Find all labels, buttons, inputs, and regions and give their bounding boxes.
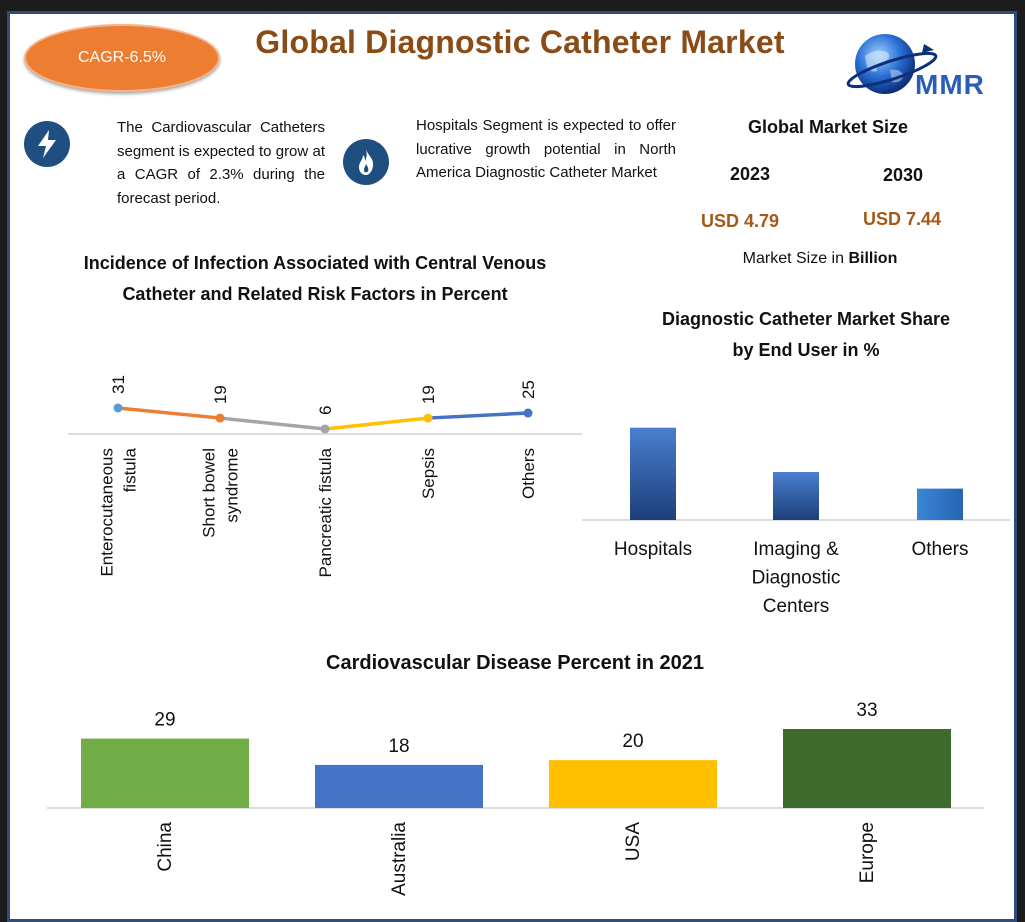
data-label: 19 [211,385,230,404]
unit-bold: Billion [848,250,898,267]
bar [81,738,249,808]
x-tick-label: Hospitals [614,539,692,560]
line-segment [219,416,326,431]
x-tick-label: Australia [389,822,410,896]
chart2-title-line2: by End User in % [732,340,880,360]
chart2-title-line1: Diagnostic Catheter Market Share [661,309,951,329]
mmr-logo [840,30,1000,100]
x-tick-label: USA [623,822,644,861]
globe-icon [846,34,938,94]
x-tick-label: Enterocutaneous [98,448,117,577]
bar [783,729,951,808]
x-tick-label: syndrome [223,448,242,523]
data-label: 25 [519,380,538,399]
x-tick-label: Europe [857,822,878,883]
page-title: Global Diagnostic Catheter Market [255,24,785,60]
data-point [320,424,330,434]
data-label: 31 [109,375,128,394]
x-tick-label: Others [911,539,968,560]
unit-prefix: Market Size in [742,250,845,267]
x-tick-label: Imaging & [753,539,839,560]
x-tick-label: Sepsis [419,448,438,499]
insight-cardiovascular: The Cardiovascular Catheters segment is … [117,119,325,207]
market-value-2023: USD 4.79 [700,211,780,231]
logo-text: MMR [915,69,985,100]
data-label: 19 [419,385,438,404]
lightning-icon [24,121,70,167]
line-segment [324,416,429,431]
infographic-canvas: CAGR-6.5% Global Diagnostic Catheter Mar… [7,11,1017,922]
bar [549,760,717,808]
cagr-badge: CAGR-6.5% [24,24,220,92]
chart3-title: Cardiovascular Disease Percent in 2021 [326,652,704,674]
bar [630,427,676,520]
chart1-title: Incidence of Infection Associated with C… [30,248,600,310]
data-label: 33 [856,700,877,721]
x-tick-label: Short bowel [200,448,219,538]
data-label: 6 [316,405,335,414]
data-point [113,403,123,413]
year-2023: 2023 [729,164,771,184]
bar [773,472,819,520]
bar [917,488,963,520]
infection-line-chart: 31 19 6 19 25 Enterocutaneous fistula Short bow… [68,375,582,577]
data-label: 29 [154,710,175,731]
x-tick-label: Diagnostic [752,568,841,589]
x-tick-label: Centers [763,596,830,614]
line-segment [117,406,221,420]
market-value-2030: USD 7.44 [862,209,942,229]
flame-icon [343,139,389,185]
data-point [523,408,533,418]
end-user-bar-chart: Hospitals Imaging & Diagnostic Centers Other… [582,427,1010,614]
line-segment [427,411,529,420]
x-tick-label: Others [519,448,538,499]
market-size-unit: Market Size in Billion [710,250,930,268]
insight-hospitals: Hospitals Segment is expected to offer l… [416,117,676,181]
chart2-title: Diagnostic Catheter Market Share by End … [606,304,1006,366]
data-point [215,413,225,423]
chart1-title-line1: Incidence of Infection Associated with C… [83,253,547,273]
year-2030: 2030 [882,165,924,185]
data-label: 18 [388,736,409,757]
x-tick-label: China [155,822,176,872]
data-label: 20 [622,731,643,752]
chart1-title-line2: Catheter and Related Risk Factors in Per… [122,284,508,304]
market-size-title: Global Market Size [747,117,909,137]
x-tick-label: Pancreatic fistula [316,447,335,577]
x-tick-label: fistula [121,447,140,492]
bar [315,764,483,808]
data-point [423,413,433,423]
cardiovascular-bar-chart: 29 18 20 33 China Australia USA Europe [47,700,984,896]
